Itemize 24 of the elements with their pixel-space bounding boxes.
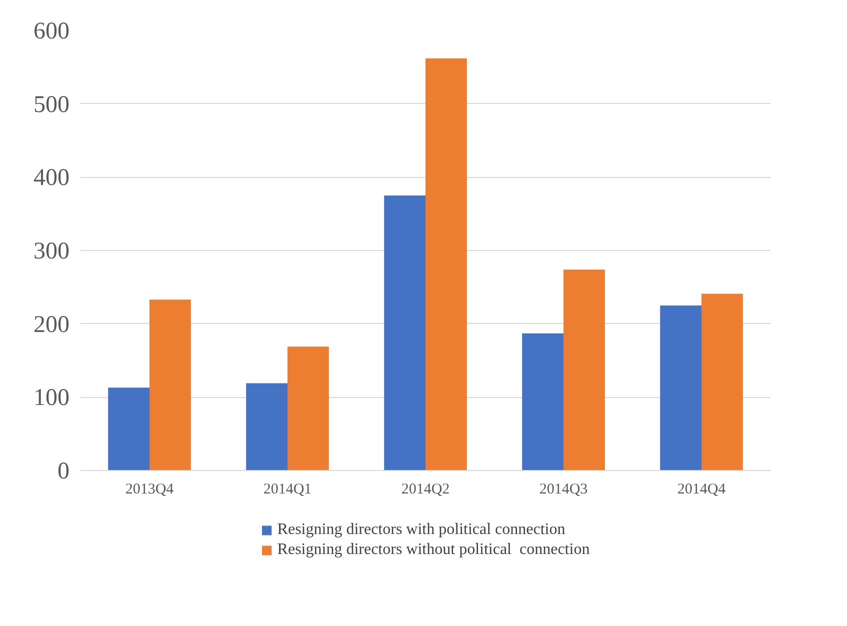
y-tick-label: 0	[58, 458, 70, 484]
bar	[702, 294, 743, 470]
y-tick-label: 400	[34, 165, 70, 192]
y-tick-label: 100	[34, 385, 70, 412]
legend-label: Resigning directors without political connection	[277, 541, 590, 559]
x-tick-label: 2014Q4	[677, 482, 726, 498]
bar	[522, 333, 564, 470]
bar	[660, 306, 702, 470]
x-tick-label: 2014Q3	[539, 482, 588, 498]
bar	[288, 346, 329, 470]
bar	[108, 388, 150, 470]
legend-label: Resigning directors with political connection	[277, 521, 566, 539]
bar	[384, 196, 426, 470]
y-tick-label: 300	[34, 238, 70, 264]
bar	[564, 270, 605, 470]
x-tick-label: 2014Q1	[263, 482, 312, 498]
bar	[150, 300, 191, 470]
bar	[246, 383, 288, 470]
y-tick-label: 600	[34, 18, 70, 44]
y-tick-label: 200	[34, 312, 70, 338]
bar	[426, 58, 467, 470]
y-tick-label: 500	[34, 92, 70, 118]
x-tick-label: 2013Q4	[125, 482, 174, 498]
x-tick-label: 2014Q2	[401, 482, 450, 498]
